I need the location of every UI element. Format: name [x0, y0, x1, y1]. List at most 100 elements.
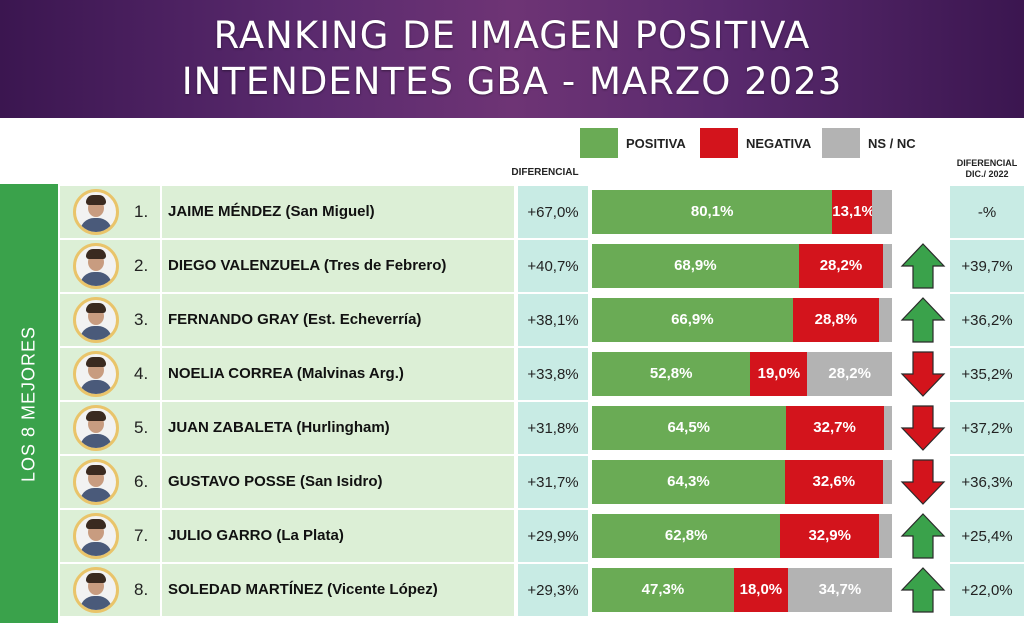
legend-nsnc: NS / NC	[822, 128, 916, 158]
avatar-cell: 2.	[60, 240, 160, 292]
avatar	[73, 459, 119, 505]
bar-positive-label: 62,8%	[664, 527, 708, 544]
arrow-up-icon	[900, 294, 946, 346]
arrow-up-icon	[900, 240, 946, 292]
name-cell: JUAN ZABALETA (Hurlingham)	[162, 402, 514, 454]
bar-negative-label: 28,2%	[819, 257, 863, 274]
rank-number: 8.	[134, 580, 149, 599]
avatar-cell: 1.	[60, 186, 160, 238]
rank-number: 5.	[134, 418, 149, 437]
table-row: 4. NOELIA CORREA (Malvinas Arg.) +33,8% 52,…	[60, 348, 1024, 400]
bar-positive	[592, 244, 799, 288]
table-row: 1. JAIME MÉNDEZ (San Miguel) +67,0% 80,1% 13…	[60, 186, 1024, 238]
table-row: 6. GUSTAVO POSSE (San Isidro) +31,7% 64,3% 3…	[60, 456, 1024, 508]
bar-negative	[784, 460, 883, 504]
avatar-cell: 6.	[60, 456, 160, 508]
table-row: 8. SOLEDAD MARTÍNEZ (Vicente López) +29,3%…	[60, 564, 1024, 616]
avatar-cell: 5.	[60, 402, 160, 454]
mayor-name: DIEGO VALENZUELA (Tres de Febrero)	[168, 257, 447, 274]
bar-nsnc	[807, 352, 892, 396]
table-row: 5. JUAN ZABALETA (Hurlingham) +31,8% 64,5% 3…	[60, 402, 1024, 454]
table-row: 3. FERNANDO GRAY (Est. Echeverría) +38,1% 6…	[60, 294, 1024, 346]
bar-positive-label: 64,3%	[667, 473, 710, 490]
bar-positive	[592, 460, 785, 504]
bar-nsnc-label: 34,7%	[818, 581, 862, 598]
bar-nsnc	[879, 298, 892, 342]
bar-negative-label: 32,9%	[808, 527, 851, 544]
mayor-name: NOELIA CORREA (Malvinas Arg.)	[168, 365, 404, 382]
avatar	[73, 405, 119, 451]
legend-negative-label: NEGATIVA	[746, 135, 812, 151]
avatar	[73, 297, 119, 343]
bar-positive	[592, 190, 833, 234]
avatar	[73, 513, 119, 559]
stacked-bar: 80,1% 13,1%	[592, 190, 892, 234]
legend-positive-swatch	[580, 128, 618, 158]
bar-positive-label: 47,3%	[641, 581, 685, 598]
bar-positive	[592, 298, 793, 342]
title-line-1: RANKING DE IMAGEN POSITIVA	[213, 14, 811, 57]
stacked-bar: 62,8% 32,9%	[592, 514, 892, 558]
bar-negative	[780, 514, 880, 558]
bar-positive-label: 80,1%	[690, 203, 734, 220]
diferencial-value: +40,7%	[518, 240, 588, 292]
avatar-cell: 7.	[60, 510, 160, 562]
stacked-bar: 66,9% 28,8%	[592, 298, 892, 342]
legend-negative-swatch	[700, 128, 738, 158]
avatar	[73, 243, 119, 289]
bar-negative-label: 18,0%	[739, 581, 783, 598]
name-cell: DIEGO VALENZUELA (Tres de Febrero)	[162, 240, 514, 292]
diferencial-dic-header-line2: DIC./ 2022	[965, 169, 1009, 179]
bar-positive-label: 68,9%	[674, 257, 717, 274]
bar-negative-label: 13,1%	[832, 203, 875, 220]
bar-nsnc	[882, 460, 892, 504]
avatar	[73, 351, 119, 397]
diferencial-dic-value: +35,2%	[950, 348, 1024, 400]
legend-positive-label: POSITIVA	[626, 135, 686, 151]
diferencial-header: DIFERENCIAL	[511, 167, 579, 178]
arrow-down-icon	[900, 402, 946, 454]
top-8-band: LOS 8 MEJORES	[0, 184, 58, 623]
legend-nsnc-swatch	[822, 128, 860, 158]
avatar-cell: 3.	[60, 294, 160, 346]
bar-negative-label: 32,6%	[812, 473, 856, 490]
bar-nsnc	[883, 244, 892, 288]
diferencial-value: +31,8%	[518, 402, 588, 454]
diferencial-value: +33,8%	[518, 348, 588, 400]
mayor-name: FERNANDO GRAY (Est. Echeverría)	[168, 311, 422, 328]
diferencial-value: +67,0%	[518, 186, 588, 238]
avatar	[73, 567, 119, 613]
bar-negative-label: 19,0%	[757, 365, 801, 382]
diferencial-value: +29,9%	[518, 510, 588, 562]
stacked-bar: 47,3% 18,0% 34,7%	[592, 568, 892, 612]
name-cell: FERNANDO GRAY (Est. Echeverría)	[162, 294, 514, 346]
trend-arrow	[900, 186, 946, 238]
table-row: 2. DIEGO VALENZUELA (Tres de Febrero) +40,…	[60, 240, 1024, 292]
top-8-label: LOS 8 MEJORES	[18, 325, 39, 483]
rank-number: 2.	[134, 256, 149, 275]
diferencial-dic-value: +36,3%	[950, 456, 1024, 508]
rank-number: 7.	[134, 526, 149, 545]
rank-number: 1.	[134, 202, 149, 221]
rank-number: 4.	[134, 364, 149, 383]
stacked-bar: 64,5% 32,7%	[592, 406, 892, 450]
bar-positive	[592, 406, 786, 450]
table-row: 7. JULIO GARRO (La Plata) +29,9% 62,8% 32,9%…	[60, 510, 1024, 562]
bar-positive-label: 66,9%	[671, 311, 714, 328]
mayor-name: JULIO GARRO (La Plata)	[168, 527, 344, 544]
diferencial-value: +31,7%	[518, 456, 588, 508]
bar-nsnc	[879, 514, 892, 558]
bar-positive-label: 52,8%	[649, 365, 693, 382]
title-banner: RANKING DE IMAGEN POSITIVA INTENDENTES G…	[0, 0, 1024, 118]
diferencial-dic-value: +36,2%	[950, 294, 1024, 346]
arrow-down-icon	[900, 348, 946, 400]
bar-negative	[785, 406, 884, 450]
name-cell: NOELIA CORREA (Malvinas Arg.)	[162, 348, 514, 400]
rank-number: 3.	[134, 310, 149, 329]
bar-positive	[592, 352, 751, 396]
mayor-name: SOLEDAD MARTÍNEZ (Vicente López)	[168, 581, 438, 598]
bar-negative-label: 28,8%	[814, 311, 858, 328]
bar-nsnc	[787, 568, 892, 612]
diferencial-dic-value: +25,4%	[950, 510, 1024, 562]
bar-positive	[592, 568, 734, 612]
